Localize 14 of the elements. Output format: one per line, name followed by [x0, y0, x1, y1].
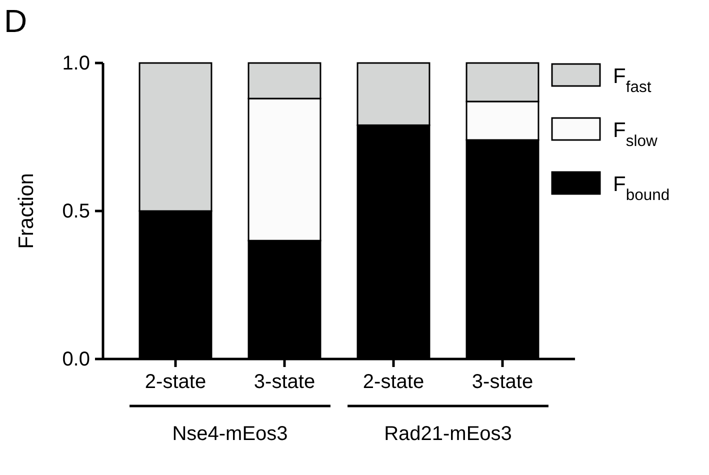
x-tick-label: 3-state: [472, 371, 534, 393]
y-tick-label: 0.0: [62, 348, 90, 370]
text: Nse4-mEos3: [172, 423, 288, 445]
y-axis-title: Fraction: [15, 173, 38, 249]
text: D: [4, 3, 28, 39]
text: Rad21-mEos3: [384, 423, 512, 445]
y-tick-label: 1.0: [62, 52, 90, 74]
x-tick-label: 2-state: [144, 371, 206, 393]
x-tick-label: 2-state: [362, 371, 424, 393]
legend-label: F$_{fast}$: [613, 65, 652, 96]
legend-label: F$_{slow}$: [613, 119, 658, 150]
x-tick-label: 3-state: [254, 371, 316, 393]
legend-label: F$_{bound}$: [613, 173, 670, 204]
y-tick-label: 0.5: [62, 200, 90, 222]
